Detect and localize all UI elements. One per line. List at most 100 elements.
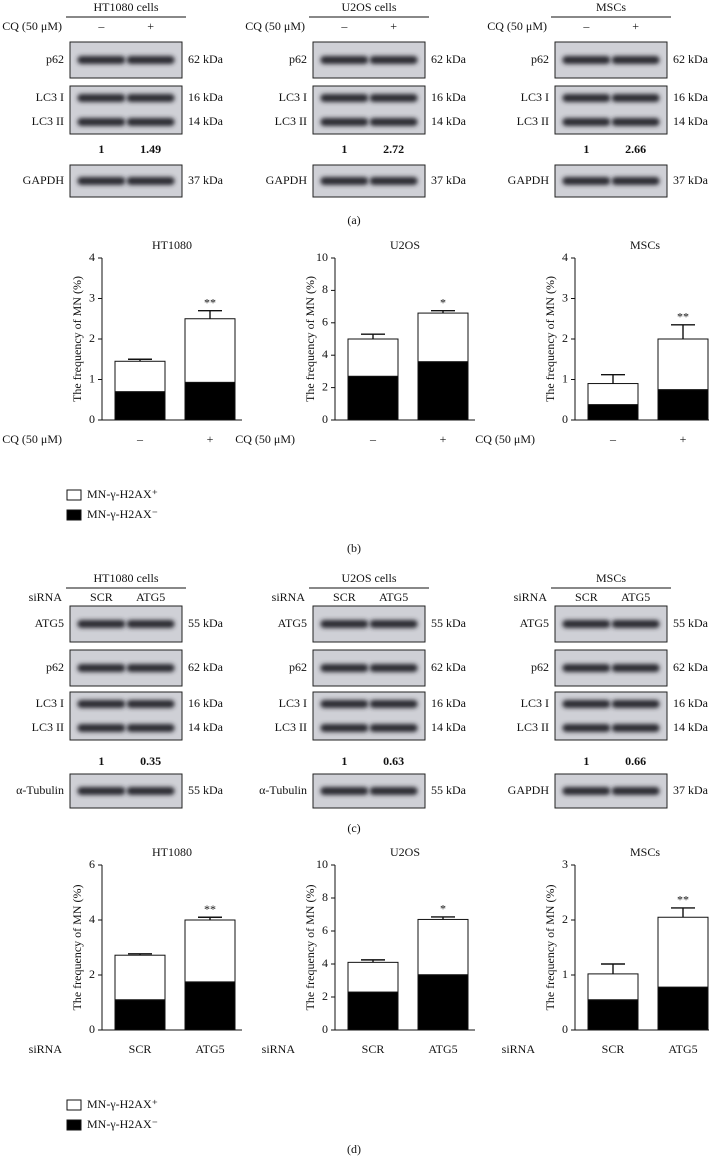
bar-segment [587, 973, 639, 1001]
kda-label: 16 kDa [188, 696, 224, 710]
strip-label: p62 [289, 52, 307, 66]
error-bar [431, 309, 455, 314]
lane-label: ATG5 [136, 590, 165, 604]
y-tick-label: 2 [562, 331, 568, 345]
strip-label: ATG5 [520, 616, 549, 630]
error-bar [671, 324, 695, 339]
x-axis-label: siRNA [262, 1042, 296, 1056]
treatment-label: CQ (50 μM) [487, 19, 547, 33]
bar-segment [657, 986, 709, 1031]
band [126, 700, 175, 708]
strip-label: p62 [46, 52, 64, 66]
bar-segment [347, 338, 399, 377]
band [611, 177, 660, 185]
x-tick-label: ATG5 [195, 1042, 224, 1056]
x-axis-label: CQ (50 μM) [235, 432, 295, 446]
bar-segment [114, 360, 166, 393]
band [126, 787, 175, 795]
kda-label: 37 kDa [431, 173, 467, 187]
strip-label: LC3 II [517, 114, 549, 128]
kda-label: 55 kDa [431, 616, 467, 630]
band [369, 724, 418, 732]
legend-label: MN-γ-H2AX⁻ [87, 1117, 158, 1131]
band [611, 787, 660, 795]
blot-title: MSCs [596, 571, 626, 585]
y-tick-label: 10 [316, 857, 328, 871]
blot-title: MSCs [596, 0, 626, 14]
y-tick-label: 2 [89, 331, 95, 345]
error-bar [198, 916, 222, 920]
y-tick-label: 2 [322, 989, 328, 1003]
strip-label: LC3 I [279, 696, 307, 710]
chart-title: HT1080 [152, 845, 192, 859]
strip-label: GAPDH [508, 783, 550, 797]
strip-label: LC3 II [275, 720, 307, 734]
band [369, 177, 418, 185]
y-tick-label: 0 [562, 412, 568, 426]
bar-segment [587, 999, 639, 1031]
band [369, 664, 418, 672]
chart-title: U2OS [390, 845, 420, 859]
kda-label: 55 kDa [188, 616, 224, 630]
band [320, 724, 369, 732]
error-bar [671, 907, 695, 918]
panel-label: (b) [347, 541, 361, 555]
strip-label: p62 [531, 660, 549, 674]
treatment-label: siRNA [29, 590, 63, 604]
y-tick-label: 6 [322, 315, 328, 329]
band [611, 700, 660, 708]
band [562, 700, 611, 708]
band [320, 787, 369, 795]
y-axis-label: The frequency of MN (%) [303, 276, 317, 402]
ratio-value: 1 [583, 142, 589, 156]
y-tick-label: 4 [322, 347, 328, 361]
y-tick-label: 3 [562, 290, 568, 304]
blot-strip [69, 85, 183, 135]
strip-label: α-Tubulin [16, 783, 64, 797]
y-tick-label: 6 [89, 857, 95, 871]
strip-label: GAPDH [23, 173, 65, 187]
band [369, 787, 418, 795]
y-tick-label: 10 [316, 250, 328, 264]
legend-swatch [66, 1119, 82, 1131]
band [562, 118, 611, 126]
band [126, 724, 175, 732]
y-tick-label: 1 [89, 371, 95, 385]
kda-label: 16 kDa [673, 696, 709, 710]
legend-label: MN-γ-H2AX⁺ [87, 1097, 158, 1111]
kda-label: 62 kDa [431, 660, 467, 674]
bar-segment [114, 999, 166, 1031]
kda-label: 55 kDa [188, 783, 224, 797]
bar-segment [587, 383, 639, 406]
ratio-value: 1 [583, 754, 589, 768]
lane-label: – [582, 19, 590, 33]
y-tick-label: 0 [322, 412, 328, 426]
bar-segment [184, 919, 236, 983]
band [611, 118, 660, 126]
strip-label: LC3 II [275, 114, 307, 128]
legend-label: MN-γ-H2AX⁻ [87, 507, 158, 521]
band [77, 118, 126, 126]
ratio-value: 2.72 [383, 142, 404, 156]
error-bar [128, 358, 152, 362]
band [77, 724, 126, 732]
band [562, 787, 611, 795]
lane-label: – [97, 19, 105, 33]
strip-label: p62 [531, 52, 549, 66]
kda-label: 37 kDa [673, 173, 709, 187]
y-tick-label: 4 [322, 956, 328, 970]
lane-label: ATG5 [379, 590, 408, 604]
y-tick-label: 8 [322, 282, 328, 296]
bar-segment [657, 389, 709, 421]
x-axis-label: CQ (50 μM) [475, 432, 535, 446]
x-tick-label: + [680, 432, 687, 446]
blot-title: HT1080 cells [94, 571, 159, 585]
bar-segment [114, 954, 166, 1001]
band [562, 620, 611, 628]
kda-label: 14 kDa [431, 114, 467, 128]
strip-label: α-Tubulin [259, 783, 307, 797]
error-bar [601, 963, 625, 974]
band [126, 118, 175, 126]
chart-title: U2OS [390, 238, 420, 252]
